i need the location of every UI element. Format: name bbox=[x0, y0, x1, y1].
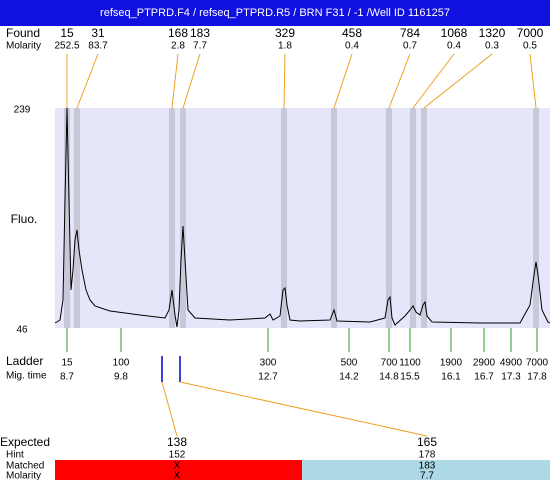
ladder-size: 100 bbox=[113, 358, 130, 369]
peak-connector bbox=[388, 53, 411, 109]
ladder-size: 15 bbox=[61, 358, 73, 369]
ladder-mig-time: 16.7 bbox=[474, 372, 494, 383]
ladder-mig-time: 17.3 bbox=[501, 372, 521, 383]
found-molarity: 1.8 bbox=[278, 41, 292, 52]
y-axis-label: Fluo. bbox=[11, 212, 38, 226]
ladder-mig-time: 15.5 bbox=[400, 372, 420, 383]
hint-size: 178 bbox=[419, 450, 436, 461]
peak-band bbox=[386, 108, 392, 328]
matched-molarity: X bbox=[174, 471, 181, 480]
peak-connector bbox=[182, 53, 201, 109]
peak-band bbox=[331, 108, 337, 328]
peak-connector bbox=[333, 53, 353, 109]
found-size: 1320 bbox=[479, 26, 506, 40]
ladder-size: 500 bbox=[341, 358, 358, 369]
ladder-mig-time: 14.2 bbox=[339, 372, 359, 383]
peak-band bbox=[74, 108, 80, 328]
matched-size: 183 bbox=[419, 461, 436, 472]
peak-band bbox=[533, 108, 539, 328]
found-size: 31 bbox=[91, 26, 105, 40]
connector bbox=[161, 381, 178, 437]
hint-label: Hint bbox=[6, 450, 24, 461]
matched-size: X bbox=[174, 461, 181, 472]
found-molarity: 0.3 bbox=[485, 41, 499, 52]
found-molarity: 7.7 bbox=[193, 41, 207, 52]
ladder-label: Ladder bbox=[6, 354, 43, 368]
peak-connector bbox=[171, 53, 179, 109]
peak-connector bbox=[423, 53, 493, 109]
ladder-size: 300 bbox=[260, 358, 277, 369]
peak-connector bbox=[283, 53, 286, 109]
ladder-mig-time: 9.8 bbox=[114, 372, 128, 383]
peak-connector bbox=[76, 53, 99, 109]
mig-time-label: Mig. time bbox=[6, 371, 47, 382]
found-size: 784 bbox=[400, 26, 420, 40]
ladder-mig-time: 16.1 bbox=[441, 372, 461, 383]
found-molarity: 83.7 bbox=[88, 41, 108, 52]
peak-band bbox=[180, 108, 186, 328]
found-size: 15 bbox=[60, 26, 74, 40]
connector bbox=[179, 381, 428, 437]
match-bar bbox=[302, 460, 550, 480]
ladder-size: 700 bbox=[381, 358, 398, 369]
ladder-size: 1900 bbox=[440, 358, 463, 369]
peak-connector bbox=[412, 53, 455, 109]
plot-area bbox=[55, 108, 550, 328]
title: refseq_PTPRD.F4 / refseq_PTPRD.R5 / BRN … bbox=[100, 7, 450, 19]
peak-band bbox=[410, 108, 416, 328]
title-bar bbox=[0, 0, 550, 26]
ladder-mig-time: 8.7 bbox=[60, 372, 74, 383]
ladder-mig-time: 17.8 bbox=[527, 372, 547, 383]
ladder-size: 7000 bbox=[526, 358, 549, 369]
ladder-mig-time: 14.8 bbox=[379, 372, 399, 383]
peak-band bbox=[281, 108, 287, 328]
ladder-size: 4900 bbox=[500, 358, 523, 369]
row-molarity-label: Molarity bbox=[6, 471, 41, 480]
found-molarity: 0.7 bbox=[403, 41, 417, 52]
peak-band bbox=[64, 108, 70, 328]
peak-band bbox=[421, 108, 427, 328]
ladder-mig-time: 12.7 bbox=[258, 372, 278, 383]
found-size: 1068 bbox=[441, 26, 468, 40]
found-molarity: 0.5 bbox=[523, 41, 537, 52]
found-molarity: 2.8 bbox=[171, 41, 185, 52]
expected-size: 138 bbox=[167, 435, 187, 449]
found-size: 329 bbox=[275, 26, 295, 40]
trace bbox=[54, 107, 550, 328]
found-label: Found bbox=[6, 26, 40, 40]
y-max-label: 239 bbox=[14, 105, 31, 116]
found-molarity: 0.4 bbox=[345, 41, 359, 52]
found-size: 183 bbox=[190, 26, 210, 40]
expected-label: Expected bbox=[0, 435, 50, 449]
match-bar bbox=[55, 460, 302, 480]
y-min-label: 46 bbox=[16, 325, 28, 336]
hint-size: 152 bbox=[169, 450, 186, 461]
found-size: 168 bbox=[168, 26, 188, 40]
found-molarity: 252.5 bbox=[54, 41, 79, 52]
matched-molarity: 7.7 bbox=[420, 471, 434, 480]
found-size: 7000 bbox=[517, 26, 544, 40]
matched-label: Matched bbox=[6, 461, 44, 472]
ladder-size: 1100 bbox=[399, 358, 421, 369]
found-size: 458 bbox=[342, 26, 362, 40]
ladder-size: 2900 bbox=[473, 358, 496, 369]
expected-size: 165 bbox=[417, 435, 437, 449]
molarity-label: Molarity bbox=[6, 41, 41, 52]
peak-connector bbox=[529, 53, 537, 109]
found-molarity: 0.4 bbox=[447, 41, 461, 52]
peak-band bbox=[169, 108, 175, 328]
